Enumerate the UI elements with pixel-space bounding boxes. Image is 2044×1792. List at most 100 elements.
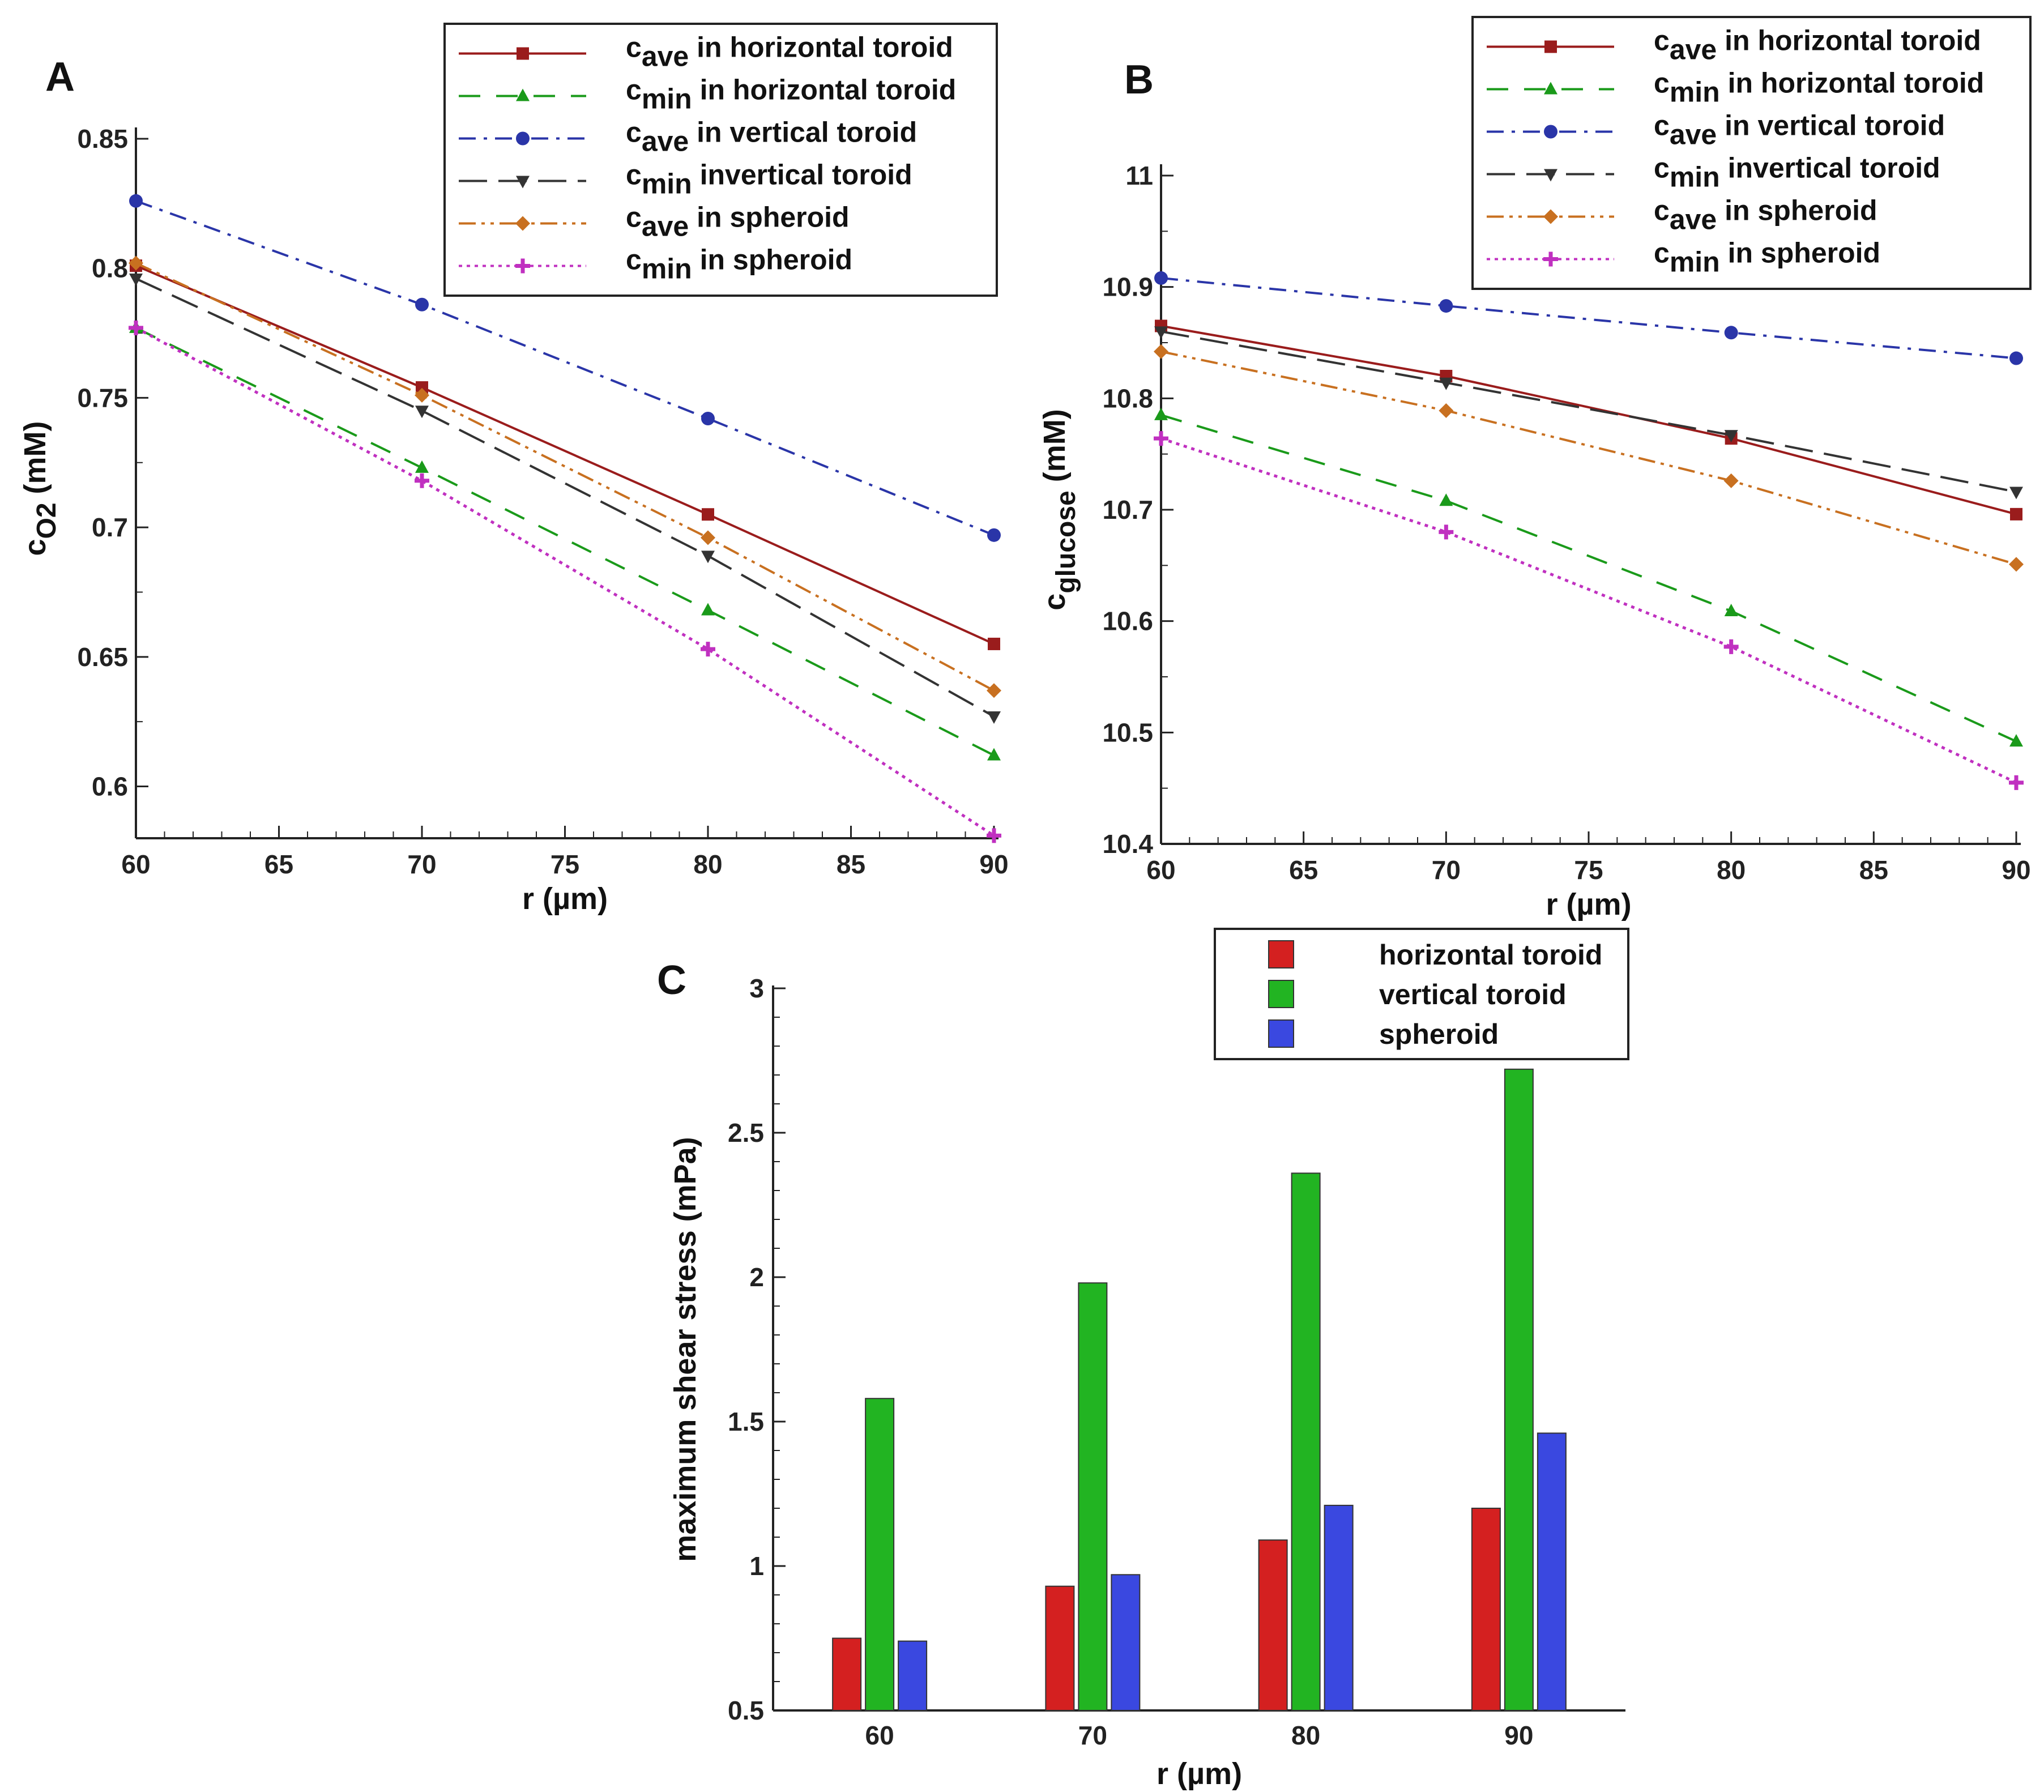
bar <box>832 1637 862 1711</box>
y-tick-label: 0.7 <box>92 513 128 542</box>
bar <box>1471 1508 1501 1711</box>
legend-box <box>1471 16 2032 290</box>
legend-marker <box>516 88 530 101</box>
legend-marker <box>517 47 529 60</box>
y-tick-label: 3 <box>749 974 764 1003</box>
chart-a: 0.6 0.65 0.7 0.75 0.8 0.85 60 65 70 75 80 85 90 r (µm… <box>18 23 1009 916</box>
legend-label: cmin in spheroid <box>626 244 852 285</box>
y-tick-label: 0.85 <box>77 124 128 153</box>
x-tick-label: 90 <box>1504 1721 1533 1750</box>
x-tick-label: 75 <box>1574 855 1603 885</box>
legend-label: cave in spheroid <box>626 202 850 242</box>
legend-label: cmin in spheroid <box>1654 237 1880 278</box>
legend-marker <box>1543 251 1558 267</box>
data-point <box>1439 403 1454 418</box>
data-point <box>701 551 715 564</box>
y-tick-label: 10.9 <box>1102 272 1153 302</box>
x-tick-label: 60 <box>1146 855 1175 885</box>
data-point <box>415 387 429 403</box>
data-point <box>2009 487 2023 500</box>
series-5 <box>129 320 1001 843</box>
data-point <box>2010 507 2022 520</box>
x-tick-label: 90 <box>979 850 1008 879</box>
y-tick-label: 0.6 <box>92 772 128 801</box>
data-point <box>701 412 715 425</box>
series-line <box>1160 350 2017 566</box>
series-line <box>135 327 995 757</box>
y-tick-label: 10.8 <box>1102 383 1153 413</box>
bar <box>865 1398 895 1711</box>
y-tick-label: 10.4 <box>1102 829 1153 859</box>
y-tick-label: 1 <box>749 1551 764 1581</box>
legend-swatch <box>1268 1019 1294 1048</box>
bar <box>898 1640 928 1712</box>
data-point <box>2009 351 2023 365</box>
legend-label: cmin invertical toroid <box>1654 152 1940 193</box>
y-axis-title: cglucose (mM) <box>1038 409 1081 610</box>
x-axis-title: r (µm) <box>1546 888 1631 921</box>
legend-swatch <box>1268 940 1294 968</box>
legend-label: cave in spheroid <box>1654 195 1877 236</box>
series-line <box>135 278 995 718</box>
x-tick-label: 60 <box>121 850 150 879</box>
data-point <box>1439 377 1453 390</box>
series-4 <box>1154 344 2024 572</box>
y-tick-label: 2.5 <box>728 1118 764 1147</box>
bar <box>1504 1068 1534 1711</box>
data-point <box>987 683 1001 698</box>
data-point <box>1724 603 1738 616</box>
data-point <box>1724 430 1738 443</box>
data-point <box>987 711 1001 724</box>
y-tick-label: 0.65 <box>77 642 128 672</box>
data-point <box>2009 557 2024 572</box>
legend-label: cmin invertical toroid <box>626 159 912 200</box>
bar <box>1078 1282 1108 1711</box>
legend-label: cmin in horizontal toroid <box>626 74 956 115</box>
legend-marker <box>516 131 530 146</box>
data-point <box>415 297 429 312</box>
x-tick-label: 65 <box>1289 855 1318 885</box>
bar <box>1258 1539 1288 1712</box>
series-line <box>135 326 995 837</box>
data-point <box>2009 775 2024 790</box>
bar <box>1111 1574 1141 1712</box>
data-point <box>416 381 428 394</box>
y-tick-label: 10.7 <box>1102 495 1153 524</box>
legend-marker <box>515 258 530 274</box>
legend-label: horizontal toroid <box>1379 939 1602 971</box>
x-tick-label: 80 <box>1291 1721 1320 1750</box>
data-point <box>1439 493 1453 506</box>
legend-marker <box>1544 82 1557 95</box>
y-tick-label: 0.5 <box>728 1696 764 1725</box>
legend-label: vertical toroid <box>1379 979 1567 1010</box>
data-point <box>129 255 143 271</box>
x-axis-title: r (µm) <box>1157 1757 1242 1791</box>
data-point <box>701 530 715 545</box>
data-point <box>1154 271 1168 285</box>
y-tick-label: 10.5 <box>1102 718 1153 747</box>
bar <box>1045 1585 1075 1711</box>
x-tick-label: 85 <box>837 850 865 879</box>
data-point <box>1723 473 1739 488</box>
x-tick-label: 85 <box>1859 855 1888 885</box>
data-point <box>1724 326 1738 340</box>
panel-label-a: A <box>45 54 75 100</box>
data-point <box>1154 344 1168 359</box>
series-line <box>135 264 995 645</box>
data-point <box>987 528 1001 542</box>
y-tick-label: 11 <box>1125 161 1153 190</box>
data-point <box>415 406 429 419</box>
x-tick-label: 60 <box>865 1721 894 1750</box>
series-line <box>1160 325 2017 515</box>
data-point <box>2009 734 2023 747</box>
series-line <box>1160 276 2017 360</box>
data-point <box>1154 407 1168 420</box>
y-axis-title: cO2 (mM) <box>18 421 62 556</box>
data-point <box>1439 299 1453 313</box>
x-tick-label: 90 <box>2002 855 2030 885</box>
series-line <box>1160 330 2017 493</box>
legend-label: cave in vertical toroid <box>1654 110 1945 151</box>
legend-marker <box>1543 209 1558 224</box>
